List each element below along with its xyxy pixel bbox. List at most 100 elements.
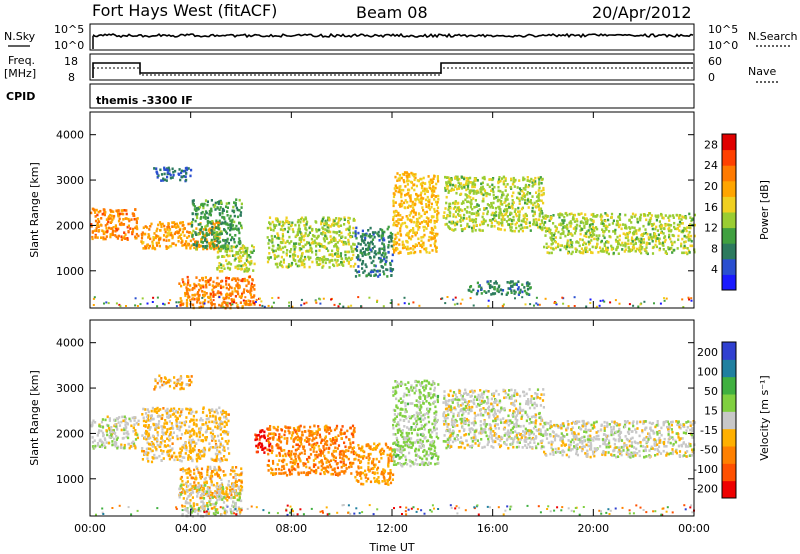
velocity-cell [133,416,136,419]
power-cell [210,301,213,304]
power-cell [225,296,228,300]
power-cell [297,228,300,232]
power-cell [546,229,549,232]
velocity-cell [137,419,140,423]
power-cell [504,199,507,203]
velocity-cell [205,428,208,432]
power-noise-cell [314,299,317,302]
velocity-cell [202,411,205,414]
power-cell [165,179,168,182]
power-cell [194,240,197,244]
velocity-cell [106,433,109,437]
power-cell [566,245,569,249]
power-cell [363,241,366,244]
power-cell [521,194,524,197]
velocity-cell [169,437,172,441]
power-cell [529,286,532,289]
power-cell [129,227,132,230]
power-noise-cell [562,302,565,305]
velocity-cell [176,417,179,421]
velocity-cell [161,439,164,442]
power-cell [448,220,451,224]
power-cell [153,167,156,170]
power-cell [171,176,174,179]
power-cell [582,243,585,246]
power-cell [193,243,196,246]
power-noise-cell [663,297,665,300]
power-cell [596,238,599,242]
power-cell [361,239,365,243]
power-cell [652,222,656,226]
power-cell [226,237,229,241]
power-cell [416,179,419,182]
power-cell [110,220,113,223]
velocity-cell [173,451,176,455]
power-cell [229,214,232,218]
velocity-cell [198,452,202,456]
power-cell [511,285,514,288]
power-cell [399,229,402,233]
power-cell [412,215,415,219]
power-cell [672,234,675,237]
power-noise-cell [288,304,291,307]
power-cell [380,236,383,240]
velocity-cell [114,425,117,428]
power-noise-cell [536,303,539,306]
power-cell [377,256,381,260]
nave-trace [93,67,693,76]
power-cell [105,226,108,230]
power-cell [412,206,415,209]
power-cell [503,209,506,213]
power-cell [165,239,168,242]
power-cell [566,227,569,231]
power-cell [580,251,583,255]
power-cell [228,217,231,220]
power-cell [632,232,636,235]
power-cell [589,234,592,237]
power-cell [327,249,330,253]
power-cell [232,277,235,280]
power-cell [436,177,439,181]
velocity-cell [189,446,192,449]
power-cell [350,247,353,250]
power-cell [277,236,280,240]
power-cell [282,261,285,264]
power-cell [343,241,346,244]
power-cell [239,301,242,304]
velocity-cell [199,457,202,460]
power-noise-cell [319,298,322,301]
power-cell [308,258,311,261]
power-cell [205,231,208,235]
velocity-cell [222,487,225,491]
velocity-cell [193,472,196,475]
power-cell [222,246,225,250]
power-cell [214,285,218,288]
power-noise-cell [521,296,524,299]
power-cell [610,248,614,251]
power-cell [338,254,341,258]
power-cell [307,241,310,245]
velocity-cell [193,445,196,448]
power-cell [91,231,94,234]
power-cell [210,207,213,211]
power-cell [381,228,384,232]
power-cell [526,284,529,287]
power-cell [551,242,554,245]
power-cell [236,267,239,271]
power-noise-cell [561,296,564,299]
power-cell [520,189,523,192]
velocity-cell [209,431,212,435]
power-cell [134,235,137,239]
power-cell [664,222,667,226]
velocity-cell [197,469,200,472]
power-cell [218,291,221,295]
power-cell [393,251,396,254]
power-cell [347,233,350,236]
power-cell [424,248,428,252]
power-cell [206,200,209,203]
power-cell [200,225,203,229]
velocity-cell [195,432,198,435]
power-cell [213,245,216,248]
power-cell [297,219,300,222]
power-cell [513,229,516,233]
